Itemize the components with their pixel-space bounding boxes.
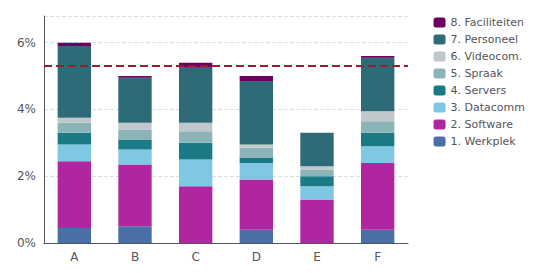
svg-text:5. Spraak: 5. Spraak xyxy=(451,67,504,80)
svg-text:0%: 0% xyxy=(17,236,36,250)
svg-text:1. Werkplek: 1. Werkplek xyxy=(451,135,517,148)
svg-text:4%: 4% xyxy=(17,102,36,116)
svg-text:6. Videocom.: 6. Videocom. xyxy=(451,50,523,63)
svg-text:A: A xyxy=(70,250,79,264)
svg-text:3. Datacomm: 3. Datacomm xyxy=(451,101,525,114)
svg-text:6%: 6% xyxy=(17,36,36,50)
svg-text:E: E xyxy=(313,250,321,264)
svg-text:2%: 2% xyxy=(17,169,36,183)
svg-text:F: F xyxy=(374,250,381,264)
svg-text:D: D xyxy=(252,250,261,264)
svg-text:8. Faciliteiten: 8. Faciliteiten xyxy=(451,16,524,29)
svg-text:4. Servers: 4. Servers xyxy=(451,84,507,97)
svg-text:B: B xyxy=(131,250,139,264)
svg-text:C: C xyxy=(191,250,199,264)
svg-text:2. Software: 2. Software xyxy=(451,118,514,131)
svg-text:7. Personeel: 7. Personeel xyxy=(451,33,519,46)
